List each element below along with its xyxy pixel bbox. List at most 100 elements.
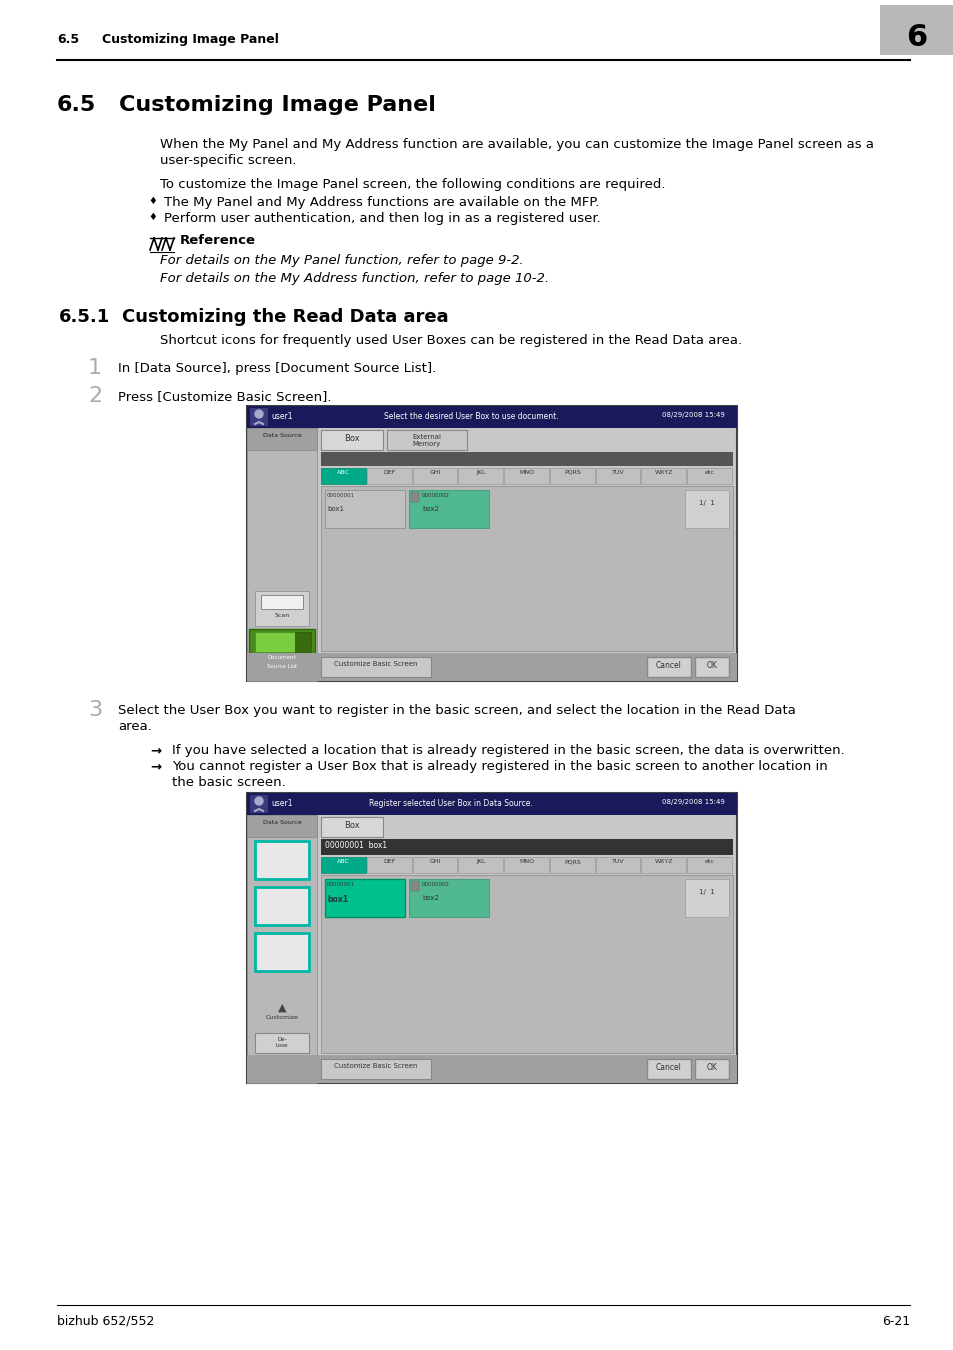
Bar [411, 491, 418, 502]
Text: MNO: MNO [518, 470, 534, 475]
Bar [294, 632, 311, 652]
Text: 00000002: 00000002 [421, 882, 450, 887]
Bar [320, 468, 365, 485]
Text: Source List: Source List [267, 664, 296, 670]
Bar [249, 629, 314, 676]
Text: DEF: DEF [382, 859, 395, 864]
Text: Select the User Box you want to register in the basic screen, and select the loc: Select the User Box you want to register… [118, 703, 795, 717]
Text: Customizing the Read Data area: Customizing the Read Data area [122, 308, 448, 325]
Bar [254, 591, 309, 626]
Bar [247, 792, 737, 815]
Text: 00000001: 00000001 [327, 493, 355, 498]
Text: Customize Basic Screen: Customize Basic Screen [334, 662, 417, 667]
Text: For details on the My Address function, refer to page 10-2.: For details on the My Address function, … [160, 271, 549, 285]
Bar [247, 653, 737, 680]
Bar [247, 406, 737, 428]
Bar [646, 657, 690, 676]
Text: etc: etc [704, 470, 714, 475]
Text: 6.5: 6.5 [57, 95, 96, 115]
Bar [879, 5, 953, 55]
Bar [254, 933, 309, 971]
Circle shape [254, 410, 263, 418]
Text: PQRS: PQRS [563, 470, 580, 475]
Bar [640, 468, 685, 485]
Text: Box: Box [344, 821, 359, 830]
Bar [320, 838, 732, 855]
Text: 3: 3 [88, 701, 102, 720]
Text: etc: etc [704, 859, 714, 864]
Text: PQRS: PQRS [563, 859, 580, 864]
Bar [412, 857, 456, 873]
Text: JKL: JKL [476, 470, 485, 475]
Bar [686, 468, 731, 485]
Text: bizhub 652/552: bizhub 652/552 [57, 1315, 154, 1328]
Bar [457, 468, 502, 485]
Bar [320, 657, 431, 676]
Text: 00000001: 00000001 [327, 882, 355, 887]
Text: 6: 6 [905, 23, 926, 53]
Bar [320, 452, 732, 466]
Text: box2: box2 [421, 895, 438, 900]
Bar [412, 468, 456, 485]
Bar [247, 428, 316, 450]
Text: GHI: GHI [429, 470, 440, 475]
Bar [686, 857, 731, 873]
Text: 08/29/2008 15:49: 08/29/2008 15:49 [661, 799, 724, 805]
Text: 1/  1: 1/ 1 [699, 890, 714, 895]
Text: user1: user1 [271, 799, 293, 809]
Bar [640, 857, 685, 873]
Bar [320, 1058, 431, 1079]
Text: External
Memory: External Memory [412, 433, 441, 447]
Text: Register selected User Box in Data Source.: Register selected User Box in Data Sourc… [369, 799, 533, 809]
Bar [411, 882, 418, 891]
Text: Document: Document [268, 655, 296, 660]
Text: WXYZ: WXYZ [654, 859, 673, 864]
Text: When the My Panel and My Address function are available, you can customize the I: When the My Panel and My Address functio… [160, 138, 873, 151]
Text: ♦: ♦ [148, 212, 156, 221]
Bar [320, 817, 382, 837]
Text: Data Source: Data Source [262, 433, 301, 437]
Bar [254, 632, 301, 652]
Bar [457, 857, 502, 873]
Text: Select the desired User Box to use document.: Select the desired User Box to use docum… [384, 412, 558, 421]
Bar [549, 857, 594, 873]
Bar [684, 879, 728, 917]
Bar [247, 406, 737, 680]
Bar [247, 815, 316, 837]
Text: 00000001  box1: 00000001 box1 [325, 841, 387, 850]
Text: box2: box2 [421, 506, 438, 512]
Bar [320, 431, 382, 450]
Text: Press [Customize Basic Screen].: Press [Customize Basic Screen]. [118, 390, 331, 404]
Text: The My Panel and My Address functions are available on the MFP.: The My Panel and My Address functions ar… [164, 196, 598, 209]
Text: 1: 1 [88, 358, 102, 378]
Bar [595, 857, 639, 873]
Text: TUV: TUV [611, 859, 623, 864]
Bar [409, 879, 489, 917]
Text: user1: user1 [271, 412, 293, 421]
Bar [503, 468, 548, 485]
Text: 2: 2 [88, 386, 102, 406]
Text: DEF: DEF [382, 470, 395, 475]
Bar [366, 468, 411, 485]
Text: →: → [150, 744, 161, 757]
Text: Box: Box [344, 433, 359, 443]
Text: If you have selected a location that is already registered in the basic screen, : If you have selected a location that is … [172, 744, 843, 757]
Text: Customizing Image Panel: Customizing Image Panel [102, 32, 278, 46]
Text: To customize the Image Panel screen, the following conditions are required.: To customize the Image Panel screen, the… [160, 178, 665, 190]
Bar [325, 490, 405, 528]
Text: Data Source: Data Source [262, 819, 301, 825]
Bar [387, 431, 467, 450]
Text: box1: box1 [327, 506, 344, 512]
Bar [695, 657, 728, 676]
Text: Customizing Image Panel: Customizing Image Panel [119, 95, 436, 115]
Text: OK: OK [706, 1062, 717, 1072]
Text: ABC: ABC [336, 470, 350, 475]
Text: 1/  1: 1/ 1 [699, 500, 714, 506]
Text: Customize Basic Screen: Customize Basic Screen [334, 1062, 417, 1069]
Text: OK: OK [706, 662, 717, 670]
Bar [503, 857, 548, 873]
Text: Cancel: Cancel [656, 662, 681, 670]
Bar [684, 490, 728, 528]
Bar [247, 428, 316, 680]
Text: 6.5: 6.5 [57, 32, 79, 46]
